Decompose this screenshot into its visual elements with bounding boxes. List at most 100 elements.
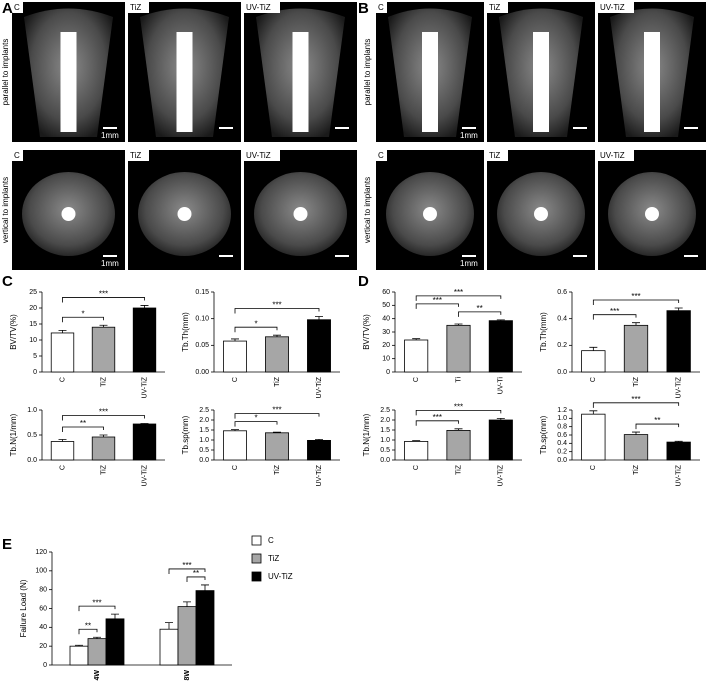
legend-label: UV-TiZ bbox=[268, 572, 293, 581]
error-bar bbox=[674, 307, 683, 311]
significance-bracket bbox=[458, 311, 502, 317]
error-bar bbox=[273, 334, 281, 337]
implant bbox=[534, 207, 548, 221]
significance-bracket bbox=[592, 299, 680, 305]
bar bbox=[132, 423, 157, 461]
x-tick-label: TiZ bbox=[100, 464, 107, 475]
y-tick-label: 1.0 bbox=[27, 407, 37, 414]
significance-bracket bbox=[234, 421, 278, 427]
scale-label: 1mm bbox=[460, 131, 478, 140]
x-tick-label: UV-TiZ bbox=[676, 376, 683, 398]
tile-label: C bbox=[378, 151, 384, 160]
bar bbox=[159, 628, 179, 666]
y-axis-label: BV/TV(%) bbox=[362, 314, 371, 350]
legend-swatch bbox=[251, 571, 262, 582]
tile-label: UV-TiZ bbox=[600, 151, 625, 160]
y-tick-label: 1.5 bbox=[199, 427, 209, 434]
significance-label: *** bbox=[272, 301, 281, 310]
tile-label: TiZ bbox=[489, 3, 500, 12]
tile-label: C bbox=[378, 3, 384, 12]
tile-label-bg bbox=[598, 2, 634, 13]
tile-label-bg bbox=[128, 150, 149, 161]
y-tick-label: 20 bbox=[29, 305, 37, 312]
y-tick-label: 0.4 bbox=[557, 440, 567, 447]
y-axis-label: Tb.sp(mm) bbox=[539, 415, 548, 454]
legend-swatch bbox=[251, 553, 262, 564]
x-tick-label: C bbox=[413, 377, 420, 382]
panel-label: E bbox=[2, 536, 12, 553]
x-tick-label: UV-TiZ bbox=[498, 464, 505, 486]
tile-label-bg bbox=[598, 150, 634, 161]
bar bbox=[623, 324, 649, 373]
x-tick-label: TiZ bbox=[274, 376, 281, 387]
bar bbox=[223, 430, 247, 461]
tile-label-bg bbox=[244, 150, 280, 161]
bar bbox=[623, 434, 649, 461]
bar bbox=[404, 339, 429, 373]
significance-bracket bbox=[186, 576, 206, 582]
error-bar bbox=[231, 338, 239, 342]
significance-label: * bbox=[254, 414, 257, 423]
y-axis-label: Tb.Th(mm) bbox=[181, 312, 190, 352]
x-tick-label: UV-TiZ bbox=[141, 464, 148, 486]
tile-label-bg bbox=[376, 2, 387, 13]
significance-label: *** bbox=[454, 403, 463, 412]
bar bbox=[666, 310, 691, 373]
bar bbox=[307, 319, 331, 373]
y-axis-label: Tb.N(1/mm) bbox=[362, 413, 371, 456]
significance-bracket bbox=[415, 410, 502, 416]
y-tick-label: 0.0 bbox=[199, 457, 209, 464]
significance-label: *** bbox=[433, 296, 442, 305]
implant bbox=[292, 32, 309, 132]
error-bar bbox=[589, 410, 598, 415]
implant bbox=[644, 32, 660, 132]
implant bbox=[176, 32, 193, 132]
significance-label: *** bbox=[272, 406, 281, 415]
x-tick-label: C bbox=[590, 465, 597, 470]
bar bbox=[177, 606, 197, 666]
error-bar bbox=[315, 439, 323, 441]
y-axis-label: Tb.N(1/mm) bbox=[9, 413, 18, 456]
y-tick-label: 20 bbox=[39, 643, 47, 650]
bar bbox=[69, 645, 89, 666]
bar bbox=[91, 436, 116, 461]
error-bar bbox=[231, 429, 239, 431]
x-tick-label: UV-Ti bbox=[498, 377, 505, 395]
y-tick-label: 20 bbox=[382, 342, 390, 349]
significance-bracket bbox=[62, 297, 145, 303]
bar bbox=[223, 340, 247, 373]
x-tick-label: TiZ bbox=[633, 376, 640, 387]
error-bar bbox=[58, 330, 67, 333]
significance-label: *** bbox=[182, 561, 191, 570]
significance-bracket bbox=[78, 605, 116, 612]
panel-label: B bbox=[358, 0, 369, 17]
x-tick-label: UV-TiZ bbox=[676, 464, 683, 486]
error-bar bbox=[454, 323, 463, 326]
error-bar bbox=[99, 324, 108, 328]
y-tick-label: 0.2 bbox=[557, 449, 567, 456]
significance-label: *** bbox=[454, 288, 463, 297]
y-tick-label: 0 bbox=[43, 662, 47, 669]
y-tick-label: 15 bbox=[29, 321, 37, 328]
scale-label: 1mm bbox=[460, 259, 478, 268]
y-tick-label: 0.4 bbox=[557, 316, 567, 323]
bar bbox=[307, 439, 331, 461]
y-tick-label: 0.5 bbox=[199, 447, 209, 454]
significance-label: ** bbox=[80, 419, 86, 428]
side-label: vertical to implants bbox=[1, 177, 10, 243]
x-tick-label: 8W bbox=[184, 670, 191, 681]
significance-bracket bbox=[168, 568, 206, 574]
significance-bracket bbox=[78, 628, 98, 635]
tile-label: UV-TiZ bbox=[600, 3, 625, 12]
error-bar bbox=[140, 305, 149, 308]
y-tick-label: 0.0 bbox=[27, 457, 37, 464]
significance-label: ** bbox=[654, 416, 660, 425]
significance-bracket bbox=[234, 308, 320, 314]
y-tick-label: 60 bbox=[39, 605, 47, 612]
tile-label: UV-TiZ bbox=[246, 3, 271, 12]
x-tick-label: TiZ bbox=[455, 464, 462, 475]
y-tick-label: 2.5 bbox=[380, 407, 390, 414]
tile-label: UV-TiZ bbox=[246, 151, 271, 160]
scale-label: 1mm bbox=[101, 131, 119, 140]
